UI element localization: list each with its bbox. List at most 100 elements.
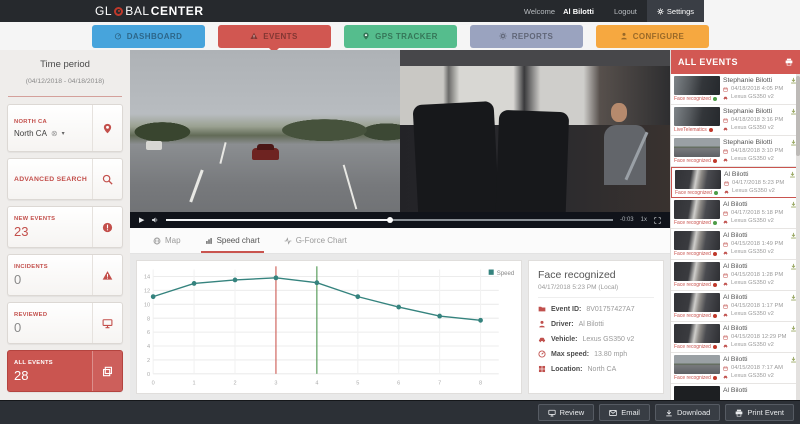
event-date: 04/15/2018 1:49 PM — [723, 241, 797, 247]
car-icon — [723, 250, 728, 255]
email-button[interactable]: Email — [599, 404, 650, 421]
main-area: Time period (04/12/2018 - 04/18/2018) NO… — [0, 50, 800, 400]
tab-map[interactable]: Map — [142, 228, 192, 253]
tab-speed-chart[interactable]: Speed chart — [194, 228, 271, 253]
region-pin-button[interactable] — [92, 105, 122, 151]
event-list-item[interactable]: Al Bilotti 04/15/2018 7:17 AM Lexus GS350 … — [671, 353, 800, 384]
reviewed-label: REVIEWED — [14, 311, 48, 318]
car-icon — [723, 95, 728, 100]
advanced-search-label: ADVANCED SEARCH — [14, 175, 88, 183]
location-pin-icon — [102, 123, 113, 134]
clear-icon[interactable]: ⊗ — [50, 128, 58, 138]
logout-link[interactable]: Logout — [613, 6, 637, 16]
event-datetime: 04/17/2018 5:23 PM (Local) — [538, 284, 654, 298]
chart-tabs: Map Speed chart G-Force Chart — [130, 228, 670, 254]
region-select[interactable]: North CA ⊗ ▾ — [14, 129, 86, 138]
seek-handle[interactable] — [386, 217, 393, 223]
event-tag: Face recognized — [674, 375, 717, 381]
event-details-card: Face recognized 04/17/2018 5:23 PM (Loca… — [528, 260, 664, 394]
location-pin-icon — [362, 32, 370, 40]
nav-reports[interactable]: REPORTS — [469, 24, 583, 48]
monitor-icon — [102, 318, 113, 329]
nav-dashboard[interactable]: DASHBOARD — [91, 24, 205, 48]
event-driver-name: Al Bilotti — [723, 387, 748, 394]
svg-text:8: 8 — [147, 316, 150, 322]
car-icon — [724, 189, 729, 194]
copy-icon — [102, 366, 113, 377]
calendar-icon — [723, 118, 728, 123]
event-driver-name: Al Bilotti — [723, 263, 748, 270]
event-list-item[interactable]: Al Bilotti 04/15/2018 1:28 PM Lexus GS350 … — [671, 260, 800, 291]
incidents-card[interactable]: INCIDENTS 0 — [7, 254, 123, 296]
event-list-item[interactable]: Al Bilotti — [671, 384, 800, 400]
globe-icon — [153, 237, 161, 245]
volume-icon[interactable] — [151, 216, 159, 224]
advanced-search-card[interactable]: ADVANCED SEARCH — [7, 158, 123, 200]
play-button[interactable]: ▶ — [139, 216, 145, 224]
event-date: 04/15/2018 12:29 PM — [723, 334, 797, 340]
search-button[interactable] — [92, 159, 122, 199]
svg-text:10: 10 — [144, 302, 150, 308]
calendar-icon — [723, 335, 728, 340]
event-list-item[interactable]: Al Bilotti 04/17/2018 5:23 PM Lexus GS350 … — [671, 167, 800, 198]
review-button[interactable]: Review — [537, 404, 595, 421]
all-events-card[interactable]: ALL EVENTS 28 — [7, 350, 123, 392]
settings-button[interactable]: Settings — [646, 0, 704, 22]
center-panel: ▶ -0:03 1x Map Speed chart G-Force Chart — [130, 50, 670, 400]
reviewed-card[interactable]: REVIEWED 0 — [7, 302, 123, 344]
all-events-panel: ALL EVENTS Stephanie Bilotti 04/18/2018 4… — [670, 50, 800, 400]
event-list-item[interactable]: Stephanie Bilotti 04/18/2018 4:05 PM Lexus… — [671, 74, 800, 105]
welcome-text: Welcome Al Bilotti — [523, 6, 594, 16]
dashcam-road-view — [130, 50, 400, 228]
event-tag: LiveTelematics — [674, 127, 713, 133]
tag-status-dot — [712, 252, 717, 256]
event-list-item[interactable]: Al Bilotti 04/17/2018 5:18 PM Lexus GS350 … — [671, 198, 800, 229]
nav-gps-tracker[interactable]: GPS TRACKER — [343, 24, 457, 48]
fullscreen-icon[interactable] — [654, 217, 661, 224]
printer-icon[interactable] — [785, 58, 793, 66]
event-thumbnail — [674, 231, 720, 250]
event-list-item[interactable]: Al Bilotti 04/15/2018 1:17 PM Lexus GS350 … — [671, 291, 800, 322]
download-icon — [665, 409, 673, 417]
nav-configure[interactable]: CONFIGURE — [595, 24, 709, 48]
print-event-button[interactable]: Print Event — [725, 404, 794, 421]
logo-text-gl: GL — [95, 4, 113, 18]
download-button[interactable]: Download — [654, 404, 721, 421]
svg-text:5: 5 — [356, 380, 359, 386]
event-title: Face recognized — [538, 269, 616, 281]
svg-text:7: 7 — [438, 380, 441, 386]
playback-rate[interactable]: 1x — [640, 217, 647, 223]
new-events-card[interactable]: NEW EVENTS 23 — [7, 206, 123, 248]
chevron-down-icon[interactable]: ▾ — [61, 130, 65, 137]
event-date: 04/15/2018 1:28 PM — [723, 272, 797, 278]
event-list-item[interactable]: Stephanie Bilotti 04/18/2018 3:10 PM Lexus… — [671, 136, 800, 167]
gear-icon — [657, 8, 664, 15]
driver-row: Driver: Al Bilotti — [538, 320, 654, 328]
seek-bar[interactable] — [166, 217, 613, 223]
all-events-title: ALL EVENTS — [678, 57, 738, 67]
event-list-item[interactable]: Stephanie Bilotti 04/18/2018 3:16 PM Lexus… — [671, 105, 800, 136]
video-player[interactable]: ▶ -0:03 1x — [130, 50, 670, 228]
tag-status-dot — [712, 345, 717, 349]
warning-triangle-icon — [250, 32, 258, 40]
event-driver-name: Stephanie Bilotti — [723, 139, 773, 146]
user-name: Al Bilotti — [563, 6, 594, 16]
download-icon[interactable] — [789, 171, 796, 178]
search-icon — [102, 174, 113, 185]
left-sidebar: Time period (04/12/2018 - 04/18/2018) NO… — [0, 50, 130, 400]
event-vehicle: Lexus GS350 v2 — [723, 373, 797, 379]
scrollbar-thumb[interactable] — [796, 76, 800, 156]
event-thumbnail — [674, 107, 720, 126]
event-date: 04/17/2018 5:23 PM — [724, 180, 796, 186]
max-speed-row: Max speed: 13.80 mph — [538, 350, 654, 358]
tab-gforce-chart[interactable]: G-Force Chart — [273, 228, 358, 253]
event-list-item[interactable]: Al Bilotti 04/15/2018 1:49 PM Lexus GS350 … — [671, 229, 800, 260]
nav-events[interactable]: EVENTS — [217, 24, 331, 53]
events-scrollbar — [796, 74, 800, 400]
event-vehicle: Lexus GS350 v2 — [723, 342, 797, 348]
event-vehicle: Lexus GS350 v2 — [723, 249, 797, 255]
event-list-item[interactable]: Al Bilotti 04/15/2018 12:29 PM Lexus GS350… — [671, 322, 800, 353]
event-driver-name: Al Bilotti — [723, 294, 748, 301]
driver-figure — [603, 124, 646, 185]
